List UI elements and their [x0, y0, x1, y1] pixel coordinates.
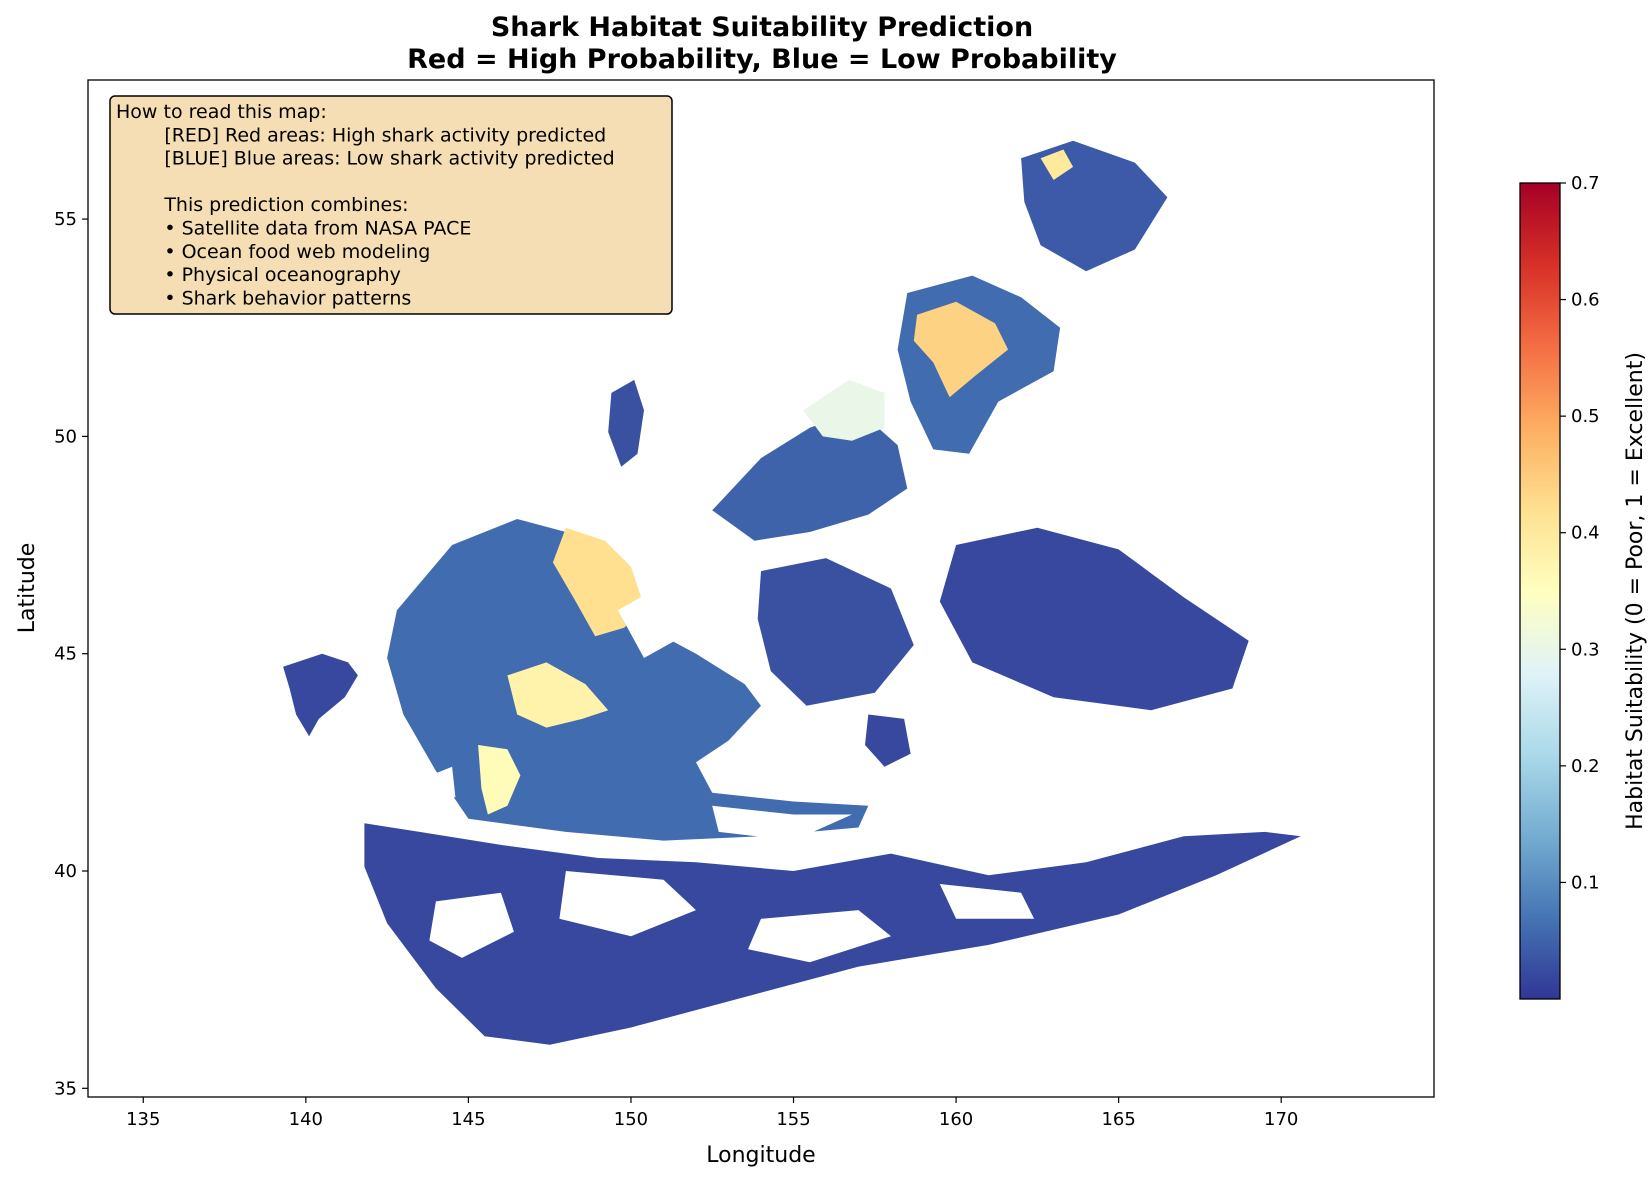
colorbar-tick-label: 0.2	[1571, 756, 1600, 777]
colorbar-tick-label: 0.6	[1571, 290, 1600, 311]
gap-6	[617, 584, 683, 658]
x-tick-label: 155	[776, 1109, 810, 1130]
gap-2	[429, 892, 514, 958]
gap-3	[748, 910, 891, 963]
region-east-patches	[939, 527, 1249, 711]
y-tick-label: 45	[54, 644, 77, 665]
info-box-background	[109, 95, 673, 315]
habitat-map	[283, 140, 1301, 1045]
x-tick-label: 140	[289, 1109, 323, 1130]
region-western-block	[283, 653, 358, 737]
chart-title-line2: Red = High Probability, Blue = Low Proba…	[407, 44, 1117, 75]
info-line: This prediction combines:	[116, 194, 409, 216]
y-axis-label: Latitude	[15, 543, 40, 634]
info-box: How to read this map: [RED] Red areas: H…	[109, 95, 673, 315]
colorbar-tick-label: 0.7	[1571, 173, 1600, 194]
x-tick-label: 150	[614, 1109, 648, 1130]
y-tick-label: 40	[54, 861, 77, 882]
region-north-tongue	[608, 379, 644, 467]
x-axis-ticks: 135 140 145 150 155 160 165 170	[126, 1097, 1298, 1130]
x-tick-label: 135	[126, 1109, 160, 1130]
region-central-patch	[712, 410, 908, 541]
y-tick-label: 50	[54, 426, 77, 447]
x-tick-label: 170	[1264, 1109, 1298, 1130]
no-data-gaps	[419, 584, 1035, 963]
colorbar-tick-label: 0.1	[1571, 872, 1600, 893]
x-tick-label: 160	[939, 1109, 973, 1130]
info-line: • Shark behavior patterns	[116, 287, 411, 309]
region-south-mid-block	[865, 714, 911, 767]
region-mid-scatter	[757, 558, 914, 706]
info-line: [RED] Red areas: High shark activity pre…	[116, 124, 606, 146]
x-axis-label: Longitude	[706, 1143, 815, 1168]
gap-4	[712, 805, 852, 841]
y-axis-ticks: 35 40 45 50 55	[54, 209, 88, 1099]
chart-title-line1: Shark Habitat Suitability Prediction	[491, 12, 1033, 43]
colorbar-tick-label: 0.5	[1571, 406, 1600, 427]
region-ne-warm-patch	[913, 301, 1009, 398]
colorbar-tick-label: 0.3	[1571, 639, 1600, 660]
x-tick-label: 165	[1101, 1109, 1135, 1130]
gap-5	[939, 884, 1035, 919]
x-tick-label: 145	[451, 1109, 485, 1130]
y-tick-label: 55	[54, 209, 77, 230]
plot-frame	[87, 79, 1435, 1098]
info-line: • Physical oceanography	[116, 264, 401, 286]
region-far-ne-warm	[1040, 149, 1074, 180]
info-line: How to read this map:	[116, 101, 327, 123]
colorbar-ticks: 0.1 0.2 0.3 0.4 0.5 0.6 0.7	[1560, 173, 1600, 893]
colorbar-tick-label: 0.4	[1571, 523, 1600, 544]
info-line: • Ocean food web modeling	[116, 241, 430, 263]
info-line: [BLUE] Blue areas: Low shark activity pr…	[116, 148, 615, 170]
y-tick-label: 35	[54, 1078, 77, 1099]
region-sw-warm-filament	[478, 745, 521, 815]
region-sw-warm-eddy	[507, 662, 609, 728]
region-central-warm	[803, 379, 885, 441]
colorbar-label: Habitat Suitability (0 = Poor, 1 = Excel…	[1623, 352, 1648, 830]
info-box-text: How to read this map: [RED] Red areas: H…	[116, 101, 615, 309]
gap-7	[419, 766, 456, 802]
gap-1	[559, 871, 696, 937]
info-line: • Satellite data from NASA PACE	[116, 218, 471, 240]
colorbar	[1519, 182, 1561, 1000]
